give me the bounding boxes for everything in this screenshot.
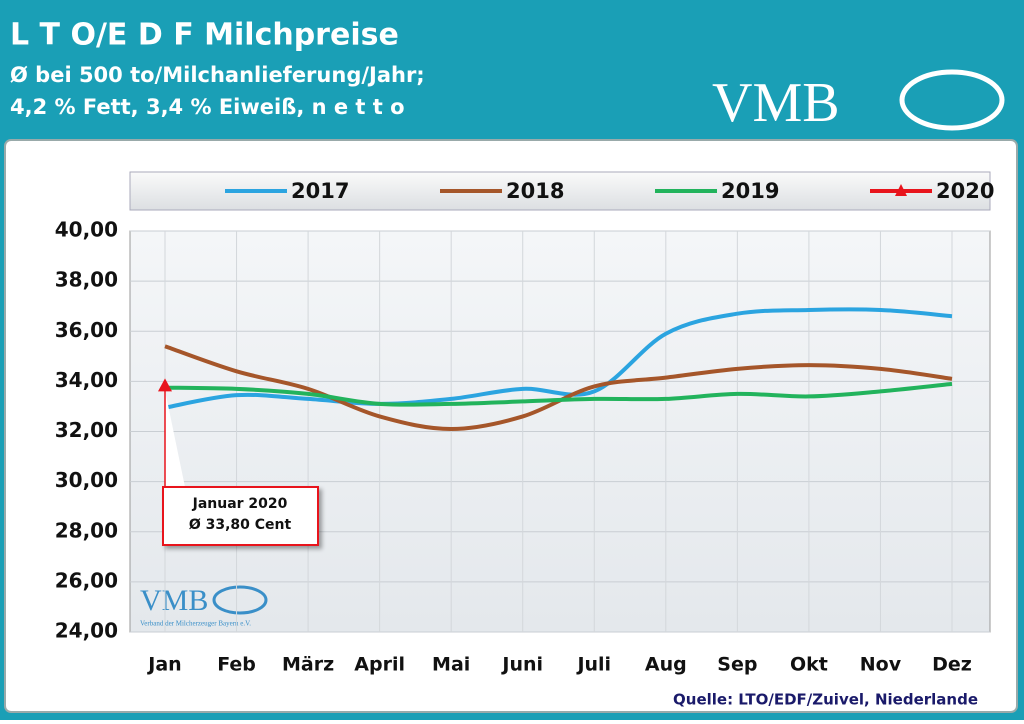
logo: VMB <box>712 72 840 134</box>
source: Quelle: LTO/EDF/Zuivel, Niederlande <box>673 691 978 709</box>
annotation-text: Ø 33,80 Cent <box>189 517 292 533</box>
x-tick-label: Aug <box>645 654 687 676</box>
y-tick-label: 34,00 <box>55 368 118 392</box>
x-tick-label: Sep <box>717 654 757 676</box>
y-tick-label: 36,00 <box>55 318 118 342</box>
logo-emblem <box>899 69 1005 131</box>
y-tick-label: 30,00 <box>55 468 118 492</box>
legend-label: 2017 <box>291 179 349 203</box>
x-tick-label: März <box>282 654 334 676</box>
series-line <box>164 307 953 410</box>
legend-label: 2018 <box>506 179 564 203</box>
series-marker <box>158 378 172 392</box>
series-line <box>164 381 953 407</box>
legend-label: 2019 <box>721 179 779 203</box>
subtitle: Ø bei 500 to/Milchanlieferung/Jahr; <box>10 63 425 87</box>
x-tick-label: Juni <box>500 654 543 676</box>
x-tick-label: Mai <box>432 654 470 676</box>
x-tick-label: April <box>354 654 405 676</box>
x-tick-label: Dez <box>932 654 972 676</box>
plot: 24,00 26,00 28,00 30,00 32,00 34,00 36,00 38,00… <box>55 179 995 676</box>
x-tick-label: Juli <box>575 654 611 676</box>
annotation-text: Januar 2020 <box>192 496 288 512</box>
annotation-box <box>162 486 319 546</box>
x-tick-label: Feb <box>217 654 256 676</box>
x-tick-label: Jan <box>146 654 181 676</box>
y-tick-label: 40,00 <box>55 218 118 242</box>
y-tick-label: 32,00 <box>55 418 118 442</box>
watermark-emblem <box>212 585 268 615</box>
y-tick-label: 28,00 <box>55 518 118 542</box>
y-tick-label: 26,00 <box>55 568 118 592</box>
x-tick-label: Okt <box>790 654 828 676</box>
legend-marker <box>895 184 907 196</box>
y-tick-label: 24,00 <box>55 619 118 643</box>
watermark: VMB <box>140 584 208 617</box>
title: L T O/E D F Milchpreise <box>10 18 399 53</box>
subtitle: 4,2 % Fett, 3,4 % Eiweiß, n e t t o <box>10 95 405 119</box>
legend-label: 2020 <box>936 179 994 203</box>
y-tick-label: 38,00 <box>55 268 118 292</box>
x-tick-label: Nov <box>860 654 902 676</box>
watermark-subtitle: Verband der Milcherzeuger Bayern e.V. <box>140 620 251 628</box>
